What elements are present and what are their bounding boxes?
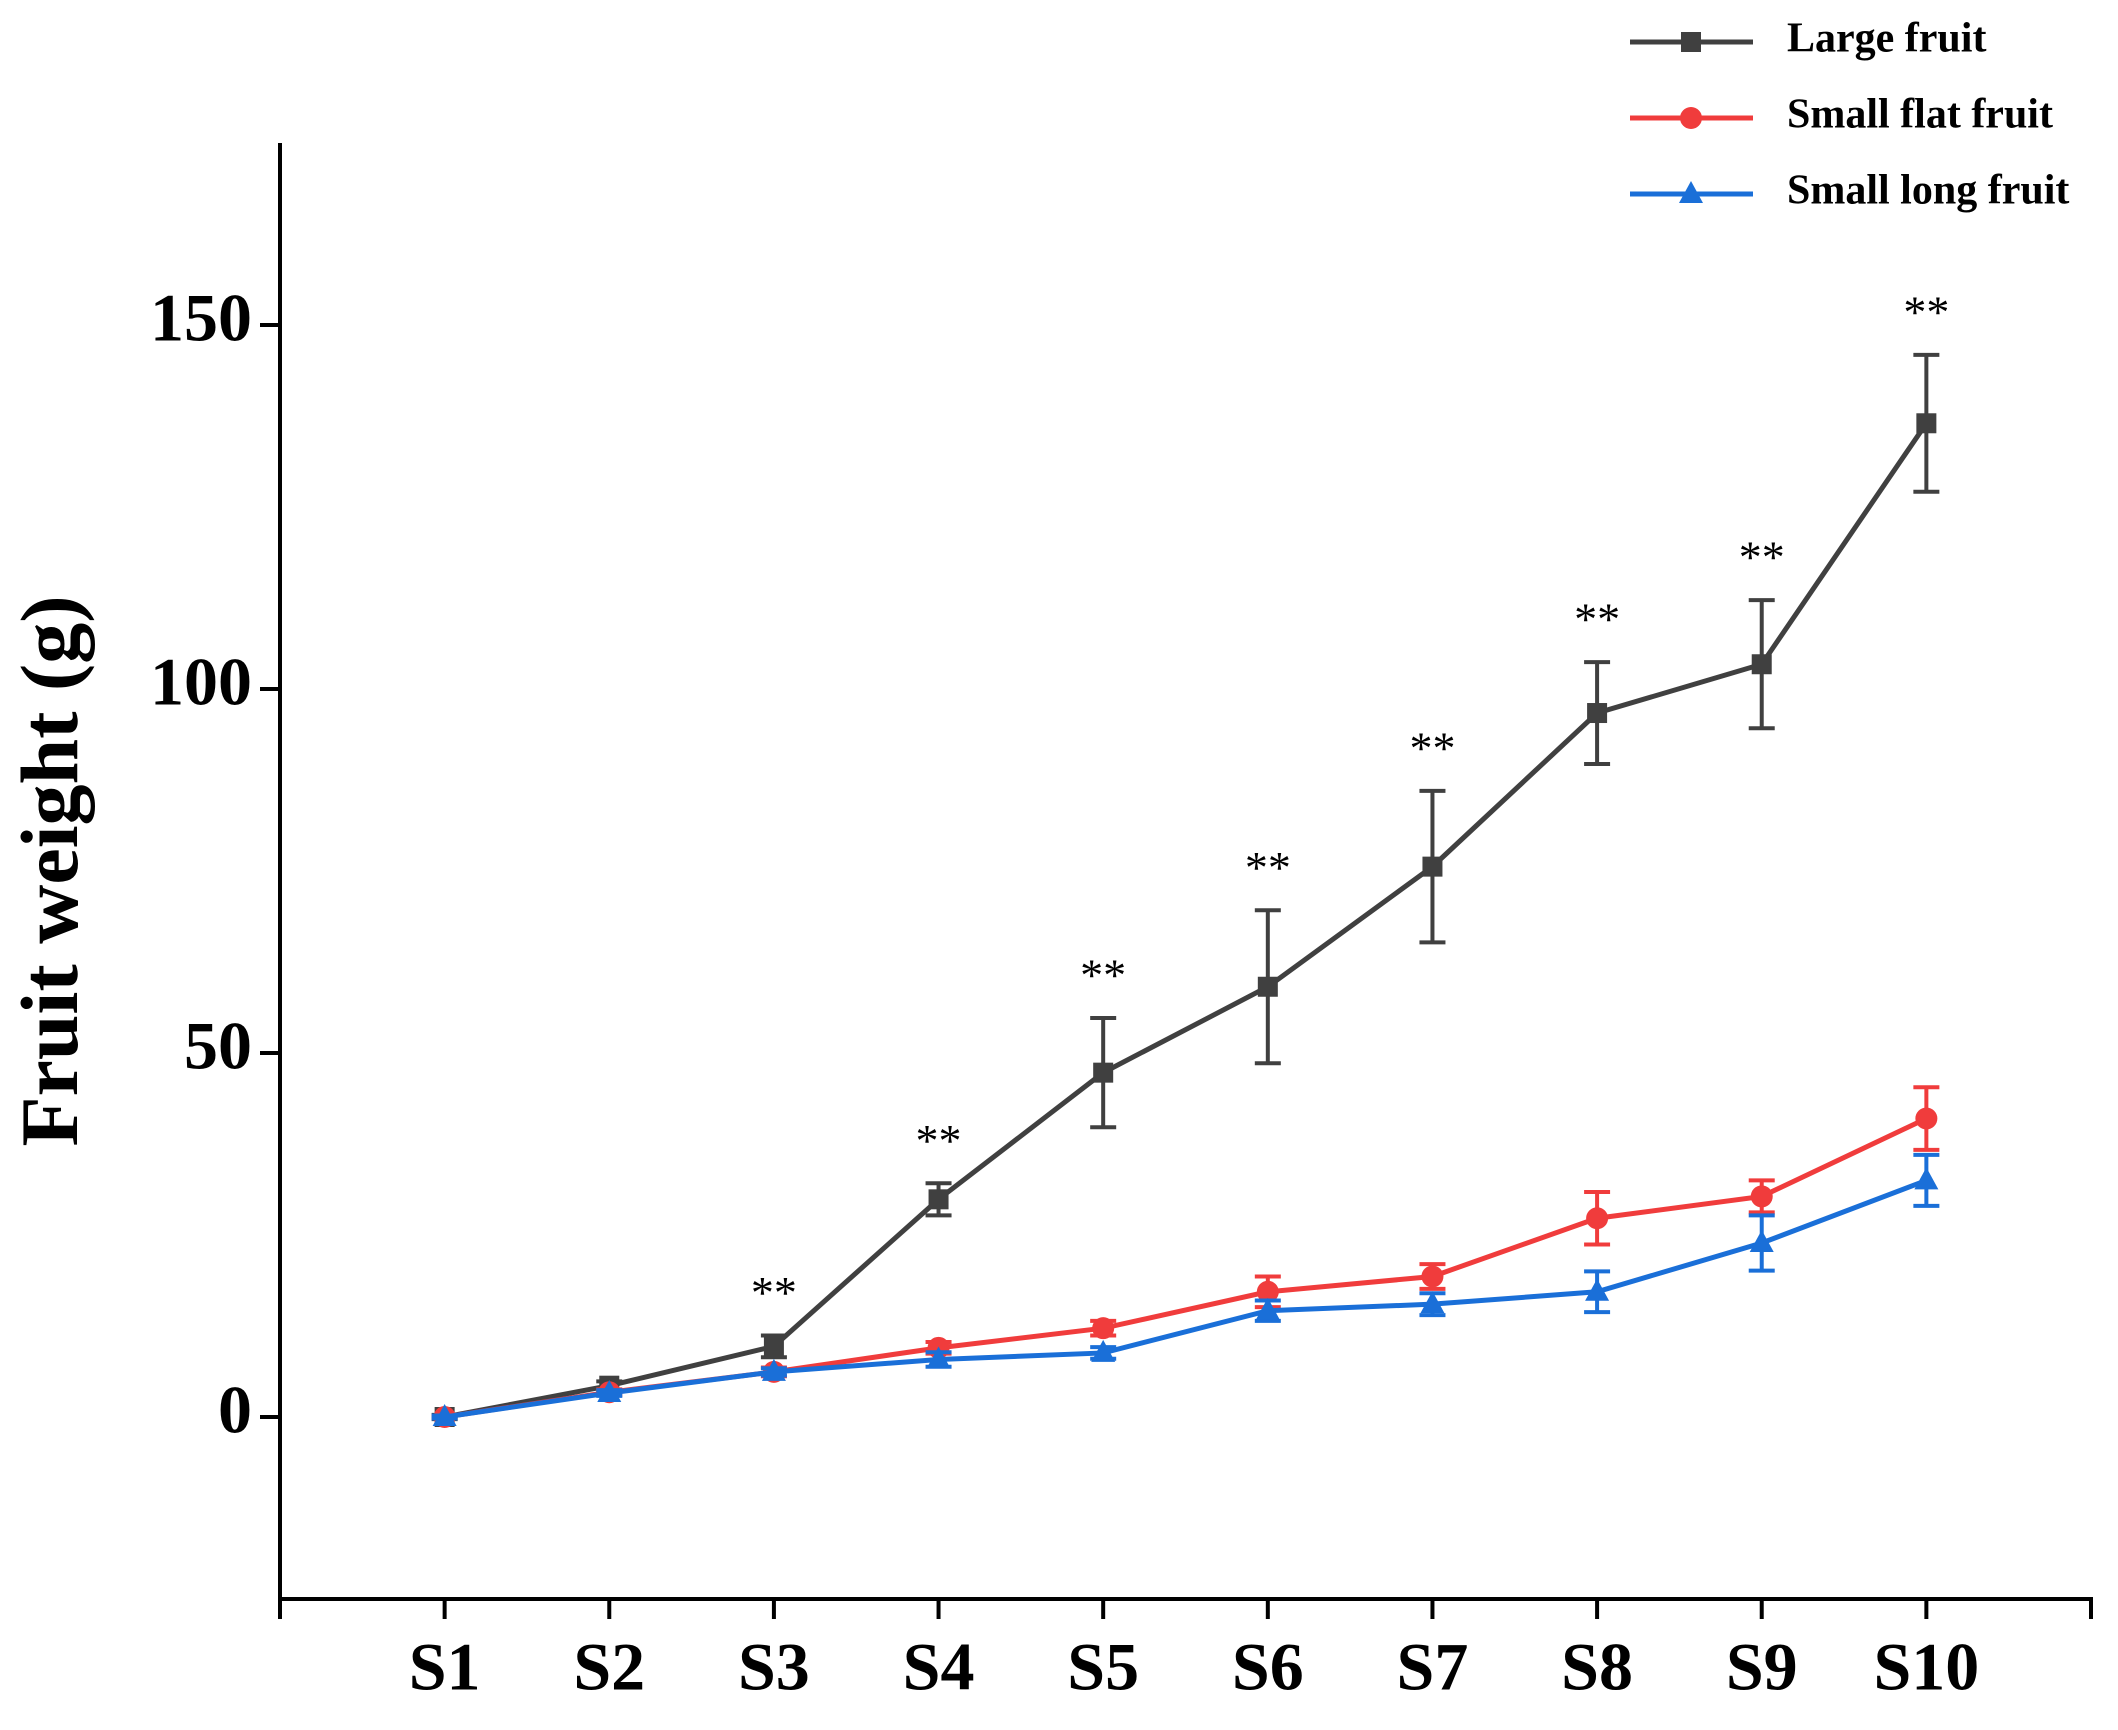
x-tick-label: S4 <box>903 1629 975 1705</box>
y-tick-label: 100 <box>150 644 252 720</box>
marker <box>1914 1167 1939 1190</box>
x-tick-label: S1 <box>409 1629 481 1705</box>
series-line <box>444 1178 1928 1420</box>
x-tick-label: S9 <box>1726 1629 1798 1705</box>
x-tick-label: S2 <box>573 1629 645 1705</box>
marker <box>1915 1107 1938 1130</box>
significance-label: ** <box>1080 950 1126 1001</box>
marker <box>763 1336 784 1357</box>
significance-label: ** <box>1574 594 1620 645</box>
x-tick-label: S10 <box>1873 1629 1979 1705</box>
marker <box>1586 1207 1609 1230</box>
significance-label: ** <box>1245 842 1291 893</box>
marker <box>1422 856 1443 877</box>
marker <box>1091 1339 1116 1362</box>
marker <box>1255 1297 1280 1320</box>
x-tick-label: S6 <box>1232 1629 1304 1705</box>
marker <box>1587 703 1608 724</box>
x-tick-label: S7 <box>1397 1629 1469 1705</box>
significance-label: ** <box>916 1115 962 1166</box>
significance-label: ** <box>1903 286 1949 337</box>
x-tick-label: S3 <box>738 1629 810 1705</box>
y-tick-label: 150 <box>150 280 252 356</box>
marker <box>597 1379 622 1402</box>
marker <box>1916 413 1937 434</box>
marker <box>1256 1280 1279 1303</box>
marker <box>1751 654 1772 675</box>
x-tick-label: S5 <box>1067 1629 1139 1705</box>
y-tick-label: 0 <box>218 1372 252 1448</box>
series-line <box>444 421 1929 1420</box>
y-axis-label: Fruit weight (g) <box>4 595 95 1146</box>
marker <box>1420 1291 1445 1314</box>
marker <box>1257 976 1278 997</box>
marker <box>1749 1230 1774 1253</box>
marker <box>928 1189 949 1210</box>
legend-label: Small flat fruit <box>1787 92 2053 138</box>
marker <box>432 1404 457 1426</box>
legend-label: Small long fruit <box>1787 168 2069 214</box>
significance-label: ** <box>1409 722 1455 773</box>
significance-label: ** <box>751 1267 797 1318</box>
y-tick-label: 50 <box>184 1008 252 1084</box>
legend-marker <box>1681 32 1701 52</box>
marker <box>1750 1185 1773 1208</box>
legend-label: Large fruit <box>1787 16 1986 62</box>
marker <box>1093 1062 1114 1083</box>
marker <box>1092 1317 1115 1340</box>
marker <box>1421 1265 1444 1288</box>
legend-marker <box>1680 107 1702 129</box>
significance-label: ** <box>1739 532 1785 583</box>
x-tick-label: S8 <box>1561 1629 1633 1705</box>
legend-marker <box>1679 181 1703 203</box>
marker <box>761 1358 786 1381</box>
marker <box>926 1346 951 1369</box>
marker <box>1585 1278 1610 1301</box>
